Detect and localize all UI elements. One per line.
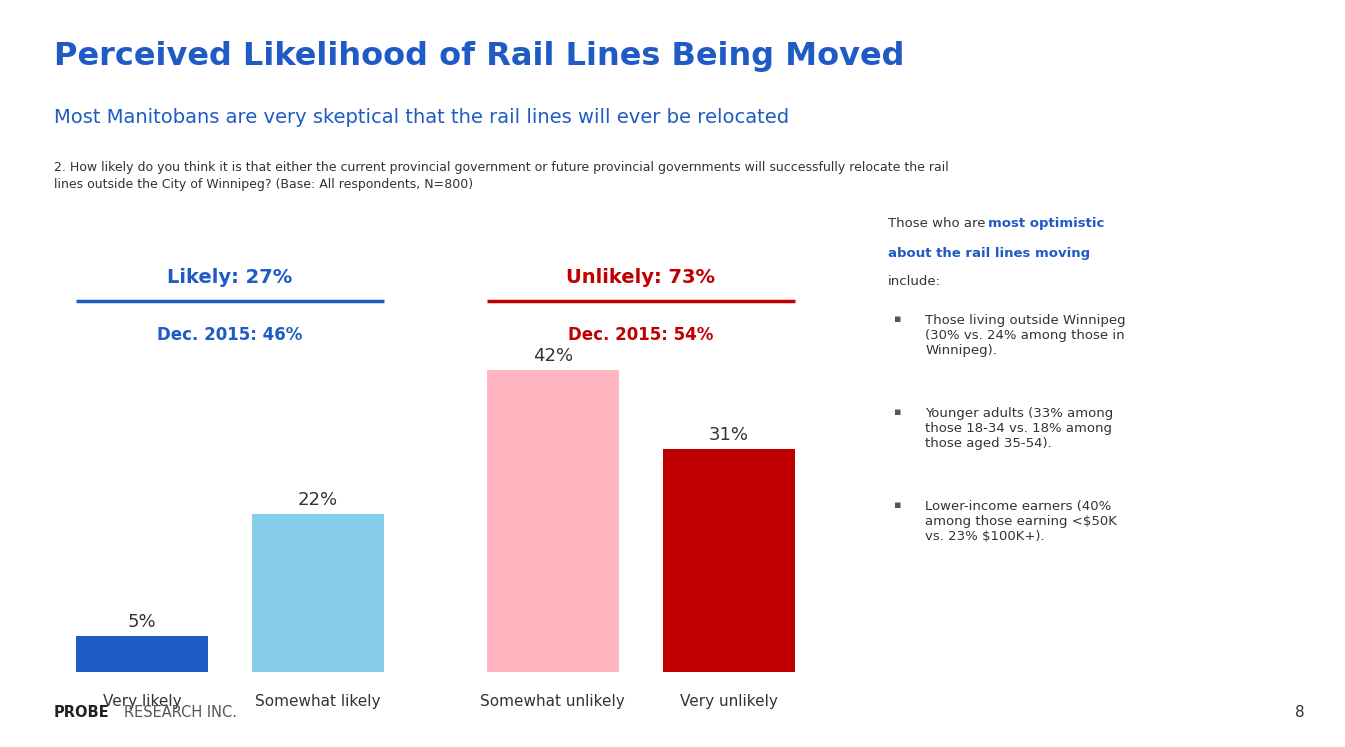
Bar [663,449,795,672]
Text: Lower-income earners (40%
among those earning <$50K
vs. 23% $100K+).: Lower-income earners (40% among those ea… [925,500,1118,544]
Text: Very unlikely: Very unlikely [679,694,777,709]
Text: 31%: 31% [709,426,749,444]
Text: PROBE: PROBE [54,705,109,720]
Text: Somewhat unlikely: Somewhat unlikely [480,694,625,709]
Text: Dec. 2015: 54%: Dec. 2015: 54% [568,326,713,344]
Text: most optimistic: most optimistic [987,217,1104,229]
Text: Unlikely: 73%: Unlikely: 73% [566,267,716,287]
Text: 42%: 42% [533,347,573,365]
Text: ▪: ▪ [894,500,902,510]
Text: 5%: 5% [128,613,156,631]
Text: Dec. 2015: 46%: Dec. 2015: 46% [157,326,303,344]
Text: RESEARCH INC.: RESEARCH INC. [124,705,237,720]
Text: 8: 8 [1295,705,1305,720]
Text: include:: include: [888,275,940,288]
Bar [487,370,619,672]
Bar [75,636,208,672]
Text: 2. How likely do you think it is that either the current provincial government o: 2. How likely do you think it is that ei… [54,161,948,173]
Text: Very likely: Very likely [102,694,182,709]
Text: ▪: ▪ [894,314,902,323]
Text: Likely: 27%: Likely: 27% [167,267,292,287]
Text: Younger adults (33% among
those 18-34 vs. 18% among
those aged 35-54).: Younger adults (33% among those 18-34 vs… [925,407,1114,450]
Text: ▪: ▪ [894,407,902,417]
Bar [252,514,383,672]
Text: 22%: 22% [297,491,338,509]
Text: Those who are: Those who are [888,217,990,229]
Text: Perceived Likelihood of Rail Lines Being Moved: Perceived Likelihood of Rail Lines Being… [54,41,904,72]
Text: lines outside the City of Winnipeg? (Base: All respondents, N=800): lines outside the City of Winnipeg? (Bas… [54,178,473,190]
Text: about the rail lines moving: about the rail lines moving [888,247,1089,259]
Text: Those living outside Winnipeg
(30% vs. 24% among those in
Winnipeg).: Those living outside Winnipeg (30% vs. 2… [925,314,1126,357]
Text: Most Manitobans are very skeptical that the rail lines will ever be relocated: Most Manitobans are very skeptical that … [54,108,790,127]
Text: Somewhat likely: Somewhat likely [256,694,381,709]
